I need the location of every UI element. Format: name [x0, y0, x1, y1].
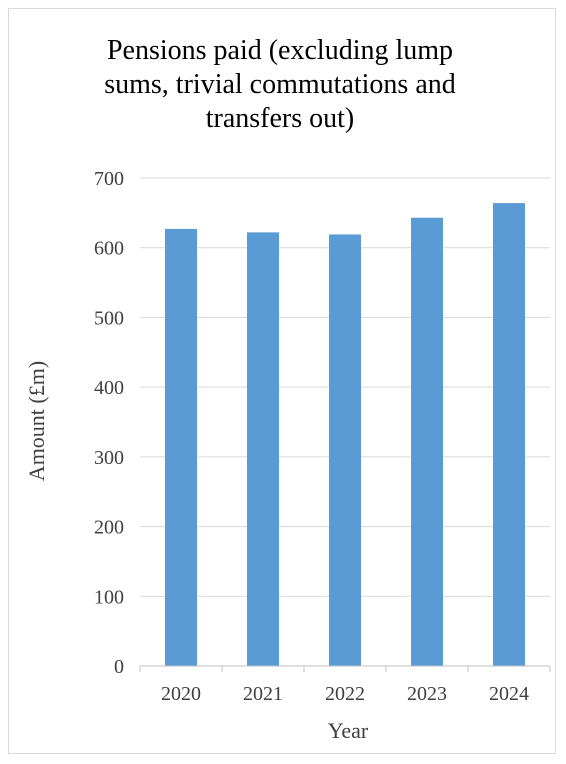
- bar-2024: [493, 203, 525, 666]
- bars: [165, 203, 525, 667]
- bar-2023: [411, 217, 443, 667]
- y-tick-label: 600: [94, 238, 124, 260]
- chart-title-line-3: transfers out): [205, 103, 355, 134]
- y-tick-label: 200: [94, 517, 124, 539]
- y-tick-label: 400: [94, 377, 124, 399]
- x-tick-label: 2024: [489, 683, 529, 705]
- axes: [139, 665, 551, 672]
- chart-title-line-1: Pensions paid (excluding lump: [106, 35, 454, 66]
- y-tick-label: 700: [94, 168, 124, 190]
- bar-2022: [329, 234, 361, 666]
- x-tick-label: 2022: [325, 683, 365, 705]
- chart-frame: [8, 8, 556, 754]
- y-tick-label: 100: [94, 586, 124, 608]
- y-tick-label: 300: [94, 447, 124, 469]
- x-axis-title: Year: [328, 718, 369, 743]
- y-axis-title: Amount (£m): [24, 361, 49, 481]
- chart-title: Pensions paid (excluding lump sums, triv…: [20, 34, 540, 136]
- x-tick-label: 2020: [161, 683, 201, 705]
- x-tick-label: 2023: [407, 683, 447, 705]
- y-tick-label: 0: [114, 656, 124, 678]
- chart-title-line-2: sums, trivial commutations and: [104, 69, 456, 100]
- bar-2021: [247, 232, 279, 666]
- tick-labels: 0 100 200 300 400 500 600 700 2020 2021 2022 2023 20…: [94, 168, 529, 705]
- x-tick-label: 2021: [243, 683, 283, 705]
- y-tick-label: 500: [94, 307, 124, 329]
- bar-2020: [165, 228, 197, 667]
